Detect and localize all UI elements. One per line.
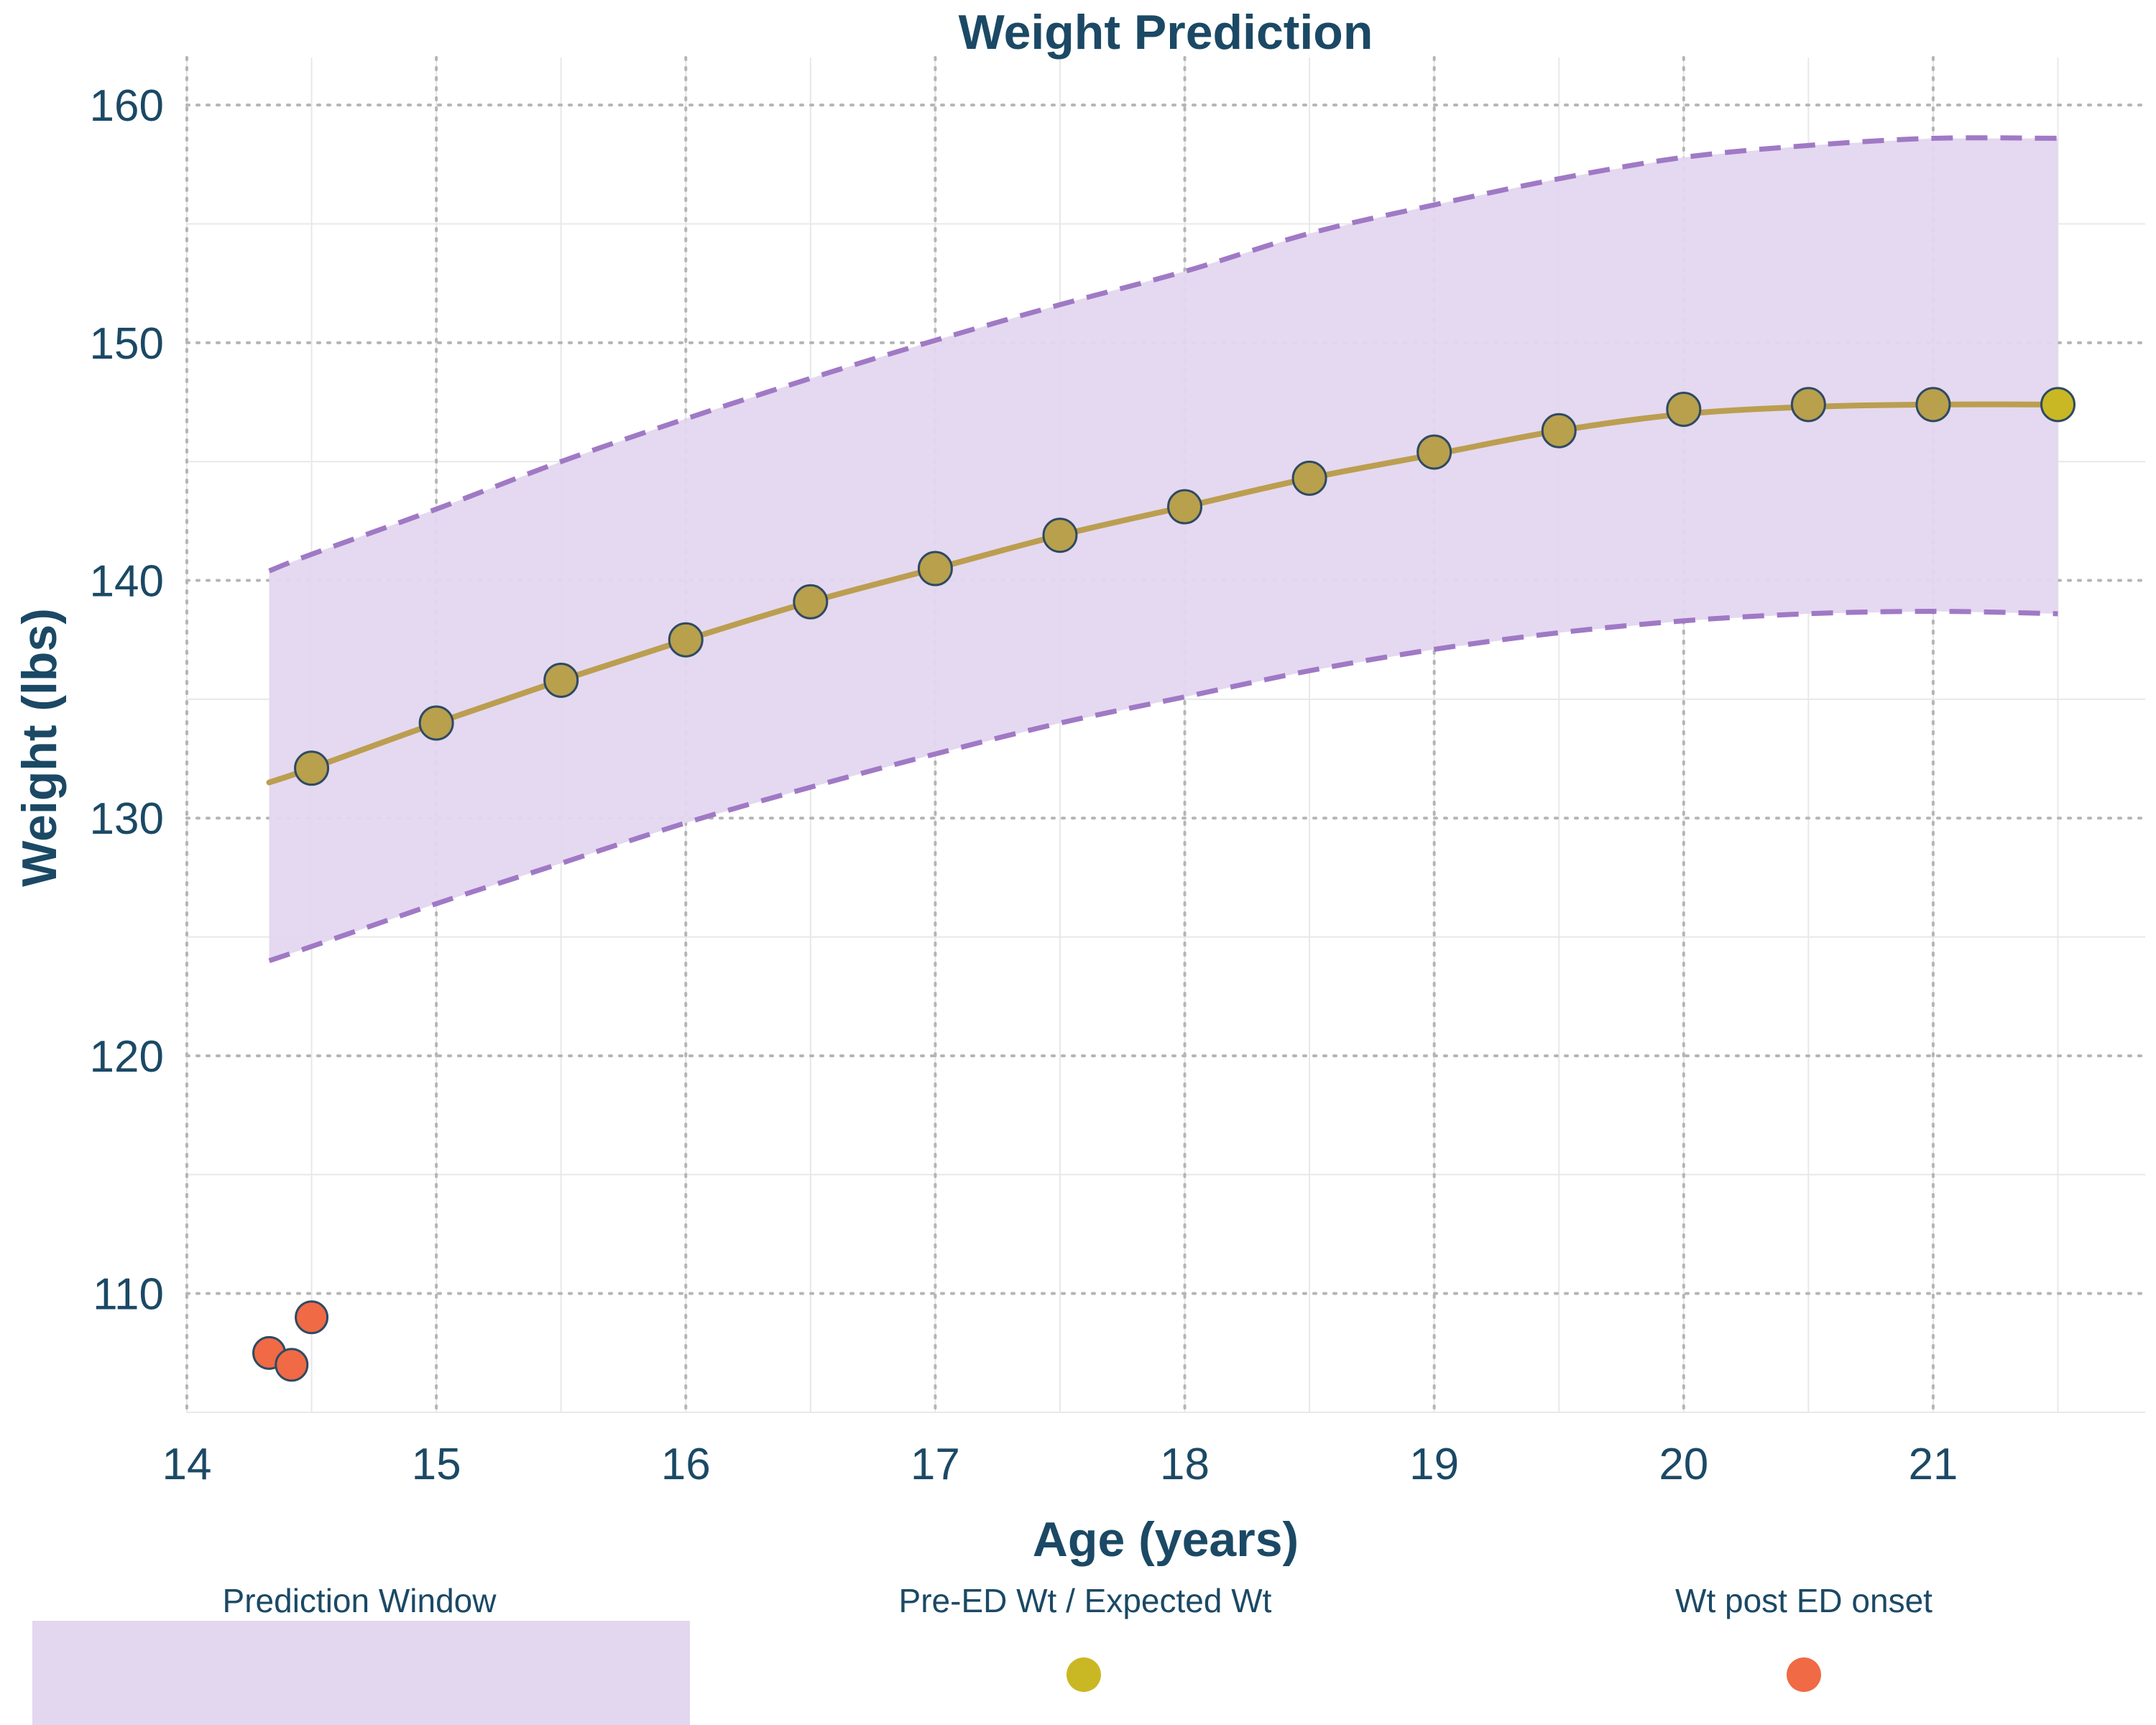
expected-weight-point <box>917 551 953 586</box>
y-tick-label: 150 <box>90 319 164 369</box>
expected-weight-point <box>793 584 829 620</box>
legend-label-post-onset-weight: Wt post ED onset <box>1675 1582 1932 1619</box>
expected-weight-point <box>1042 518 1078 553</box>
prediction-upper-bound-line <box>268 135 2058 574</box>
expected-weight-point <box>1541 413 1577 448</box>
x-tick-label: 20 <box>1659 1440 1708 1489</box>
expected-weight-point <box>668 622 704 658</box>
expected-weight-point <box>418 705 454 741</box>
x-tick-label: 18 <box>1160 1440 1210 1489</box>
y-tick-label: 160 <box>90 81 164 131</box>
y-tick-label: 140 <box>90 557 164 607</box>
y-tick-label: 130 <box>90 794 164 844</box>
expected-weight-point <box>1291 460 1327 496</box>
x-axis-label: Age (years) <box>1033 1512 1299 1567</box>
y-axis-label: Weight (lbs) <box>12 608 67 887</box>
expected-weight-point <box>543 662 579 698</box>
legend-label-prediction-window: Prediction Window <box>222 1582 497 1619</box>
expected-weight-point <box>1915 387 1951 423</box>
post-onset-weight-point <box>295 1300 329 1335</box>
y-tick-label: 120 <box>90 1032 164 1082</box>
expected-weight-point <box>1167 489 1203 525</box>
expected-weight-point <box>294 750 330 786</box>
x-tick-label: 17 <box>911 1440 960 1489</box>
expected-weight-point <box>1666 391 1702 427</box>
x-tick-label: 14 <box>162 1440 212 1489</box>
prediction-window-band <box>269 138 2058 961</box>
expected-weight-point <box>1416 434 1452 470</box>
expected-weight-point <box>2040 387 2076 423</box>
x-tick-label: 21 <box>1908 1440 1958 1489</box>
y-tick-label: 110 <box>93 1270 164 1320</box>
expected-weight-line <box>266 401 2061 786</box>
expected-weight-point <box>1790 387 1826 423</box>
legend-swatch-post-onset-weight <box>1787 1657 1821 1692</box>
x-tick-label: 19 <box>1409 1440 1459 1489</box>
chart-title: Weight Prediction <box>959 5 1373 60</box>
post-onset-weight-point <box>275 1348 309 1382</box>
legend-swatch-prediction-window <box>32 1621 690 1725</box>
x-tick-label: 16 <box>661 1440 711 1489</box>
legend-swatch-expected-weight <box>1067 1657 1101 1692</box>
x-tick-label: 15 <box>412 1440 461 1489</box>
prediction-lower-bound-line <box>268 609 2058 963</box>
legend-label-expected-weight: Pre-ED Wt / Expected Wt <box>898 1582 1272 1619</box>
